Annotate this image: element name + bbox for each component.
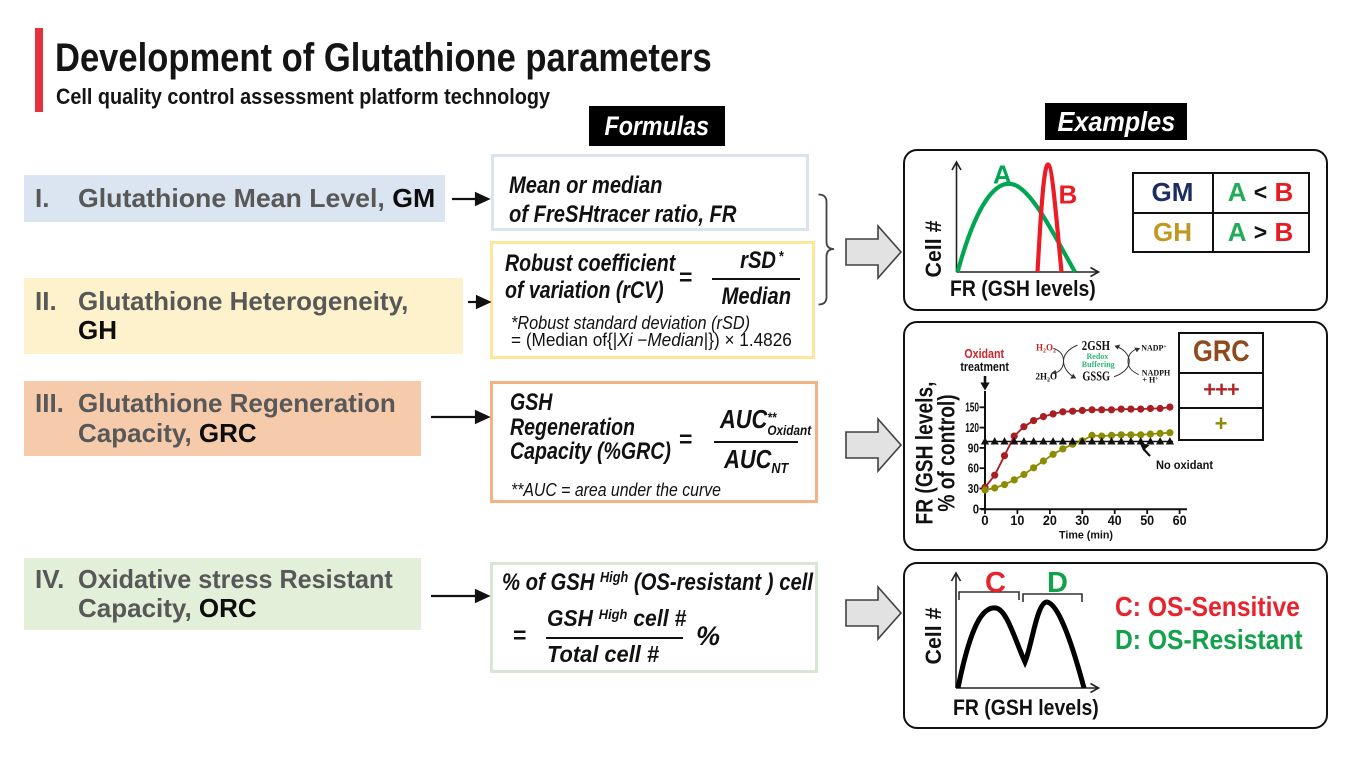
- svg-text:30: 30: [1075, 512, 1089, 527]
- svg-text:H2O2: H2O2: [1036, 342, 1056, 354]
- svg-text:150: 150: [965, 400, 979, 414]
- svg-text:2H2O: 2H2O: [1035, 371, 1057, 383]
- svg-text:Time (min): Time (min): [1059, 529, 1113, 541]
- svg-text:10: 10: [1010, 512, 1024, 527]
- svg-text:GSSG: GSSG: [1082, 368, 1110, 383]
- svg-text:+ H+: + H+: [1142, 375, 1158, 384]
- svg-text:0: 0: [981, 512, 988, 527]
- svg-text:B: B: [1058, 179, 1077, 209]
- svg-text:0: 0: [972, 502, 978, 516]
- svg-text:D: D: [1047, 567, 1068, 599]
- svg-text:Buffering: Buffering: [1081, 360, 1114, 369]
- svg-text:60: 60: [967, 461, 978, 475]
- svg-text:120: 120: [965, 421, 979, 435]
- svg-text:60: 60: [1172, 512, 1186, 527]
- svg-text:NADPH: NADPH: [1141, 368, 1170, 377]
- svg-text:C: C: [985, 567, 1006, 599]
- svg-text:40: 40: [1107, 512, 1121, 527]
- svg-text:2GSH: 2GSH: [1081, 338, 1110, 353]
- svg-text:Redox: Redox: [1086, 351, 1108, 360]
- svg-text:30: 30: [967, 481, 978, 495]
- svg-text:A: A: [993, 159, 1012, 189]
- svg-text:50: 50: [1140, 512, 1154, 527]
- svg-text:90: 90: [967, 441, 978, 455]
- svg-text:20: 20: [1042, 512, 1056, 527]
- svg-text:NADP+: NADP+: [1141, 343, 1166, 352]
